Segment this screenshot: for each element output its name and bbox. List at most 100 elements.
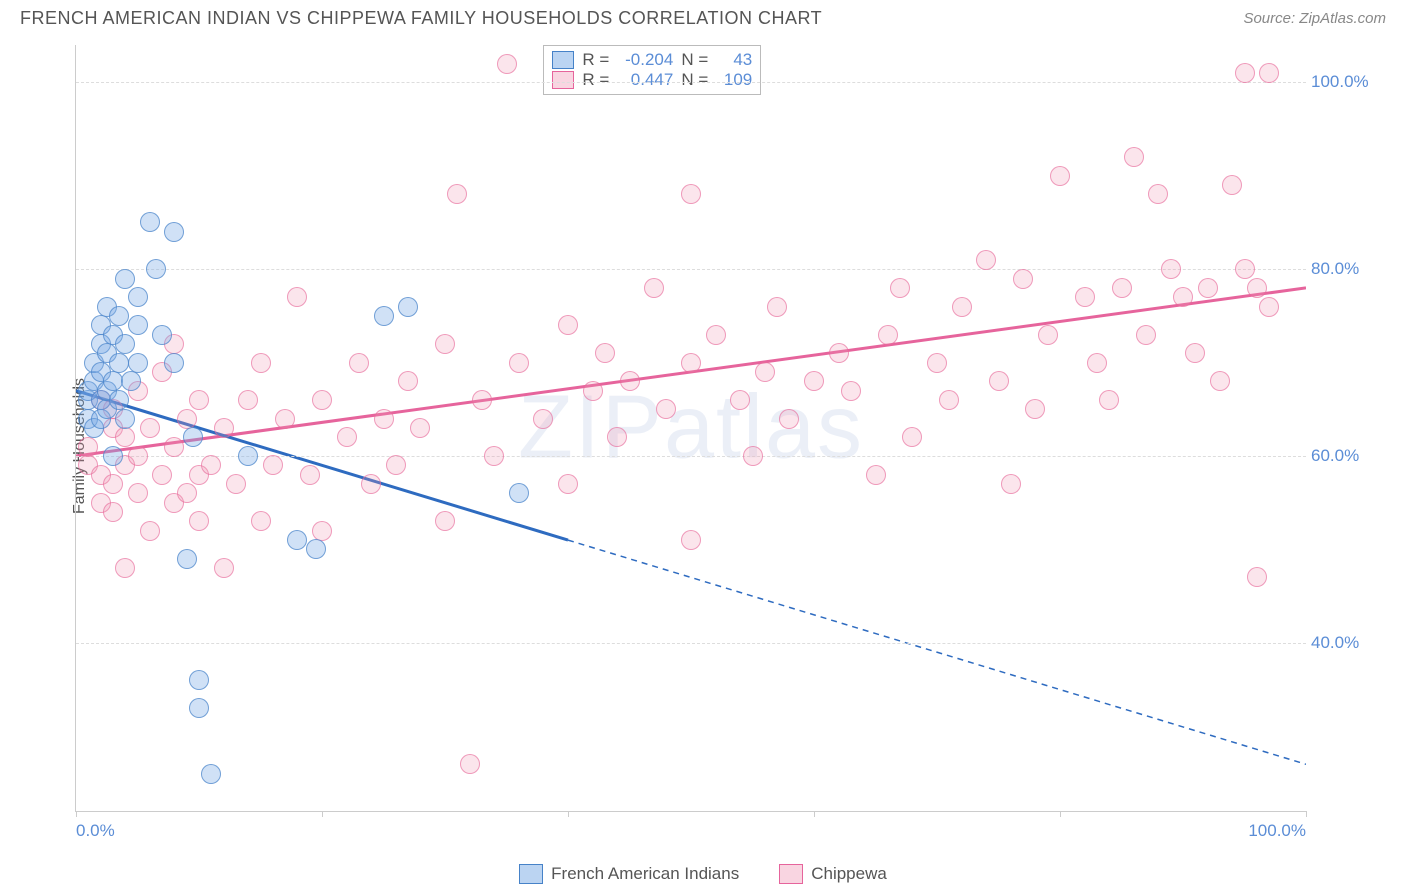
pink-data-point xyxy=(829,343,849,363)
blue-legend-swatch-icon xyxy=(519,864,543,884)
pink-data-point xyxy=(201,455,221,475)
pink-data-point xyxy=(509,353,529,373)
blue-swatch-icon xyxy=(552,51,574,69)
blue-data-point xyxy=(128,353,148,373)
blue-data-point xyxy=(109,353,129,373)
pink-data-point xyxy=(115,558,135,578)
pink-data-point xyxy=(312,390,332,410)
blue-data-point xyxy=(115,334,135,354)
pink-legend-swatch-icon xyxy=(779,864,803,884)
stats-row-pink: R = 0.447 N = 109 xyxy=(552,70,752,90)
pink-data-point xyxy=(275,409,295,429)
blue-data-point xyxy=(115,269,135,289)
n-label: N = xyxy=(681,50,708,70)
pink-data-point xyxy=(374,409,394,429)
pink-data-point xyxy=(103,474,123,494)
pink-data-point xyxy=(312,521,332,541)
y-tick-label: 80.0% xyxy=(1311,259,1381,279)
trend-lines xyxy=(76,45,1306,811)
pink-data-point xyxy=(533,409,553,429)
blue-data-point xyxy=(146,259,166,279)
blue-data-point xyxy=(140,212,160,232)
chart-container: ZIPatlas R = -0.204 N = 43 R = 0.447 N =… xyxy=(50,45,1386,837)
n-label: N = xyxy=(681,70,708,90)
gridline xyxy=(76,269,1306,270)
pink-data-point xyxy=(300,465,320,485)
pink-data-point xyxy=(730,390,750,410)
pink-data-point xyxy=(743,446,763,466)
pink-data-point xyxy=(177,483,197,503)
pink-data-point xyxy=(189,390,209,410)
pink-data-point xyxy=(1148,184,1168,204)
pink-data-point xyxy=(140,521,160,541)
x-tick xyxy=(568,811,569,817)
blue-data-point xyxy=(121,371,141,391)
stats-row-blue: R = -0.204 N = 43 xyxy=(552,50,752,70)
pink-data-point xyxy=(1112,278,1132,298)
pink-data-point xyxy=(398,371,418,391)
x-tick-label-left: 0.0% xyxy=(76,821,115,841)
pink-data-point xyxy=(1161,259,1181,279)
pink-data-point xyxy=(115,427,135,447)
pink-data-point xyxy=(952,297,972,317)
pink-data-point xyxy=(447,184,467,204)
plot-area: ZIPatlas R = -0.204 N = 43 R = 0.447 N =… xyxy=(75,45,1306,812)
pink-data-point xyxy=(189,511,209,531)
pink-data-point xyxy=(128,483,148,503)
pink-data-point xyxy=(558,474,578,494)
pink-data-point xyxy=(1050,166,1070,186)
pink-data-point xyxy=(1222,175,1242,195)
pink-data-point xyxy=(1235,259,1255,279)
pink-data-point xyxy=(226,474,246,494)
pink-data-point xyxy=(706,325,726,345)
blue-data-point xyxy=(109,306,129,326)
pink-data-point xyxy=(103,502,123,522)
pink-data-point xyxy=(976,250,996,270)
pink-data-point xyxy=(386,455,406,475)
pink-data-point xyxy=(804,371,824,391)
pink-data-point xyxy=(779,409,799,429)
watermark: ZIPatlas xyxy=(518,377,864,480)
pink-data-point xyxy=(620,371,640,391)
blue-data-point xyxy=(128,315,148,335)
gridline xyxy=(76,456,1306,457)
blue-data-point xyxy=(398,297,418,317)
pink-data-point xyxy=(1013,269,1033,289)
x-tick xyxy=(814,811,815,817)
pink-data-point xyxy=(1247,278,1267,298)
blue-data-point xyxy=(164,222,184,242)
pink-data-point xyxy=(681,184,701,204)
pink-data-point xyxy=(497,54,517,74)
blue-data-point xyxy=(103,446,123,466)
pink-data-point xyxy=(1259,63,1279,83)
source-attribution: Source: ZipAtlas.com xyxy=(1243,10,1386,27)
pink-data-point xyxy=(214,418,234,438)
pink-data-point xyxy=(681,353,701,373)
blue-data-point xyxy=(306,539,326,559)
blue-data-point xyxy=(183,427,203,447)
x-tick xyxy=(322,811,323,817)
blue-data-point xyxy=(509,483,529,503)
pink-data-point xyxy=(890,278,910,298)
blue-data-point xyxy=(201,764,221,784)
y-tick-label: 60.0% xyxy=(1311,446,1381,466)
pink-data-point xyxy=(1136,325,1156,345)
pink-data-point xyxy=(681,530,701,550)
blue-data-point xyxy=(164,353,184,373)
pink-data-point xyxy=(349,353,369,373)
pink-data-point xyxy=(435,511,455,531)
blue-data-point xyxy=(177,549,197,569)
pink-data-point xyxy=(1025,399,1045,419)
blue-data-point xyxy=(109,390,129,410)
x-tick-label-right: 100.0% xyxy=(1248,821,1306,841)
pink-data-point xyxy=(1001,474,1021,494)
r-label: R = xyxy=(582,50,609,70)
x-tick xyxy=(1060,811,1061,817)
pink-data-point xyxy=(558,315,578,335)
pink-data-point xyxy=(164,437,184,457)
pink-data-point xyxy=(595,343,615,363)
pink-data-point xyxy=(989,371,1009,391)
pink-data-point xyxy=(878,325,898,345)
pink-data-point xyxy=(1099,390,1119,410)
blue-data-point xyxy=(152,325,172,345)
